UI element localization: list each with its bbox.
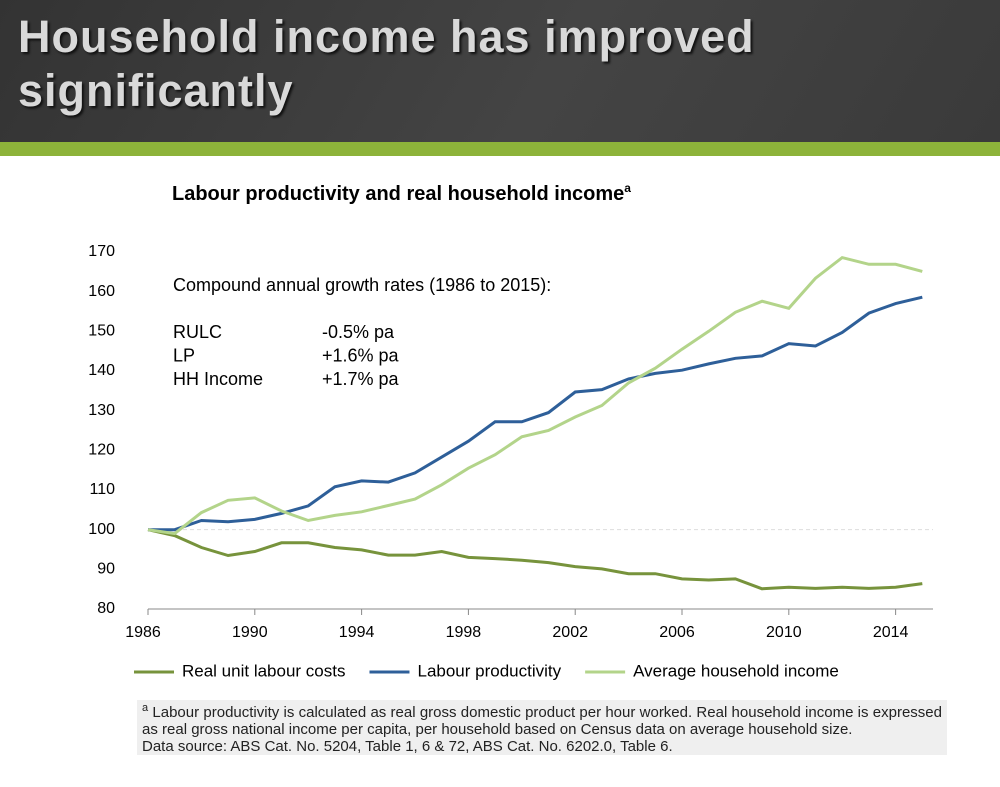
annotation-value: +1.6% pa <box>322 345 400 365</box>
y-tick-label: 140 <box>88 362 115 379</box>
y-tick-label: 150 <box>88 323 115 340</box>
y-tick-label: 130 <box>88 402 115 419</box>
y-tick-label: 80 <box>97 600 115 617</box>
y-tick-label: 170 <box>88 243 115 260</box>
series-line <box>148 295 923 532</box>
slide-title: Household income has improved significan… <box>18 11 755 116</box>
series-line <box>147 528 923 591</box>
y-tick-label: 90 <box>97 561 115 578</box>
x-tick-label: 2014 <box>873 624 909 641</box>
x-tick-label: 2010 <box>766 624 802 641</box>
y-tick-label: 110 <box>89 481 115 498</box>
source-text: Data source: ABS Cat. No. 5204, Table 1,… <box>142 738 673 755</box>
x-tick-label: 2002 <box>552 624 588 641</box>
series-line <box>147 255 923 536</box>
legend-label: Average household income <box>633 661 839 680</box>
note-text: Labour productivity is calculated as rea… <box>142 704 942 738</box>
x-tick-label: 1994 <box>339 624 375 641</box>
x-tick-label: 2006 <box>659 624 695 641</box>
footnote: a Labour productivity is calculated as r… <box>137 700 947 755</box>
x-tick-label: 1998 <box>446 624 482 641</box>
note-marker: a <box>142 702 149 714</box>
annotation-label: RULC <box>173 322 222 342</box>
legend-label: Real unit labour costs <box>182 661 345 680</box>
header: Household income has improved significan… <box>0 0 1000 142</box>
annotation-value: -0.5% pa <box>322 322 395 342</box>
accent-stripe <box>0 142 1000 156</box>
annotation-heading: Compound annual growth rates (1986 to 20… <box>173 275 551 295</box>
x-tick-label: 1986 <box>125 624 161 641</box>
x-tick-label: 1990 <box>232 624 268 641</box>
annotation-value: +1.7% pa <box>322 369 400 389</box>
y-tick-label: 120 <box>88 442 115 459</box>
chart-title-note: a <box>624 181 631 195</box>
y-tick-label: 160 <box>88 283 115 300</box>
y-tick-label: 100 <box>88 521 115 538</box>
chart-title: Labour productivity and real household i… <box>172 181 631 205</box>
annotation-label: LP <box>173 345 195 365</box>
chart-title-text: Labour productivity and real household i… <box>172 183 624 205</box>
legend-label: Labour productivity <box>417 661 561 680</box>
annotation-label: HH Income <box>173 369 263 389</box>
